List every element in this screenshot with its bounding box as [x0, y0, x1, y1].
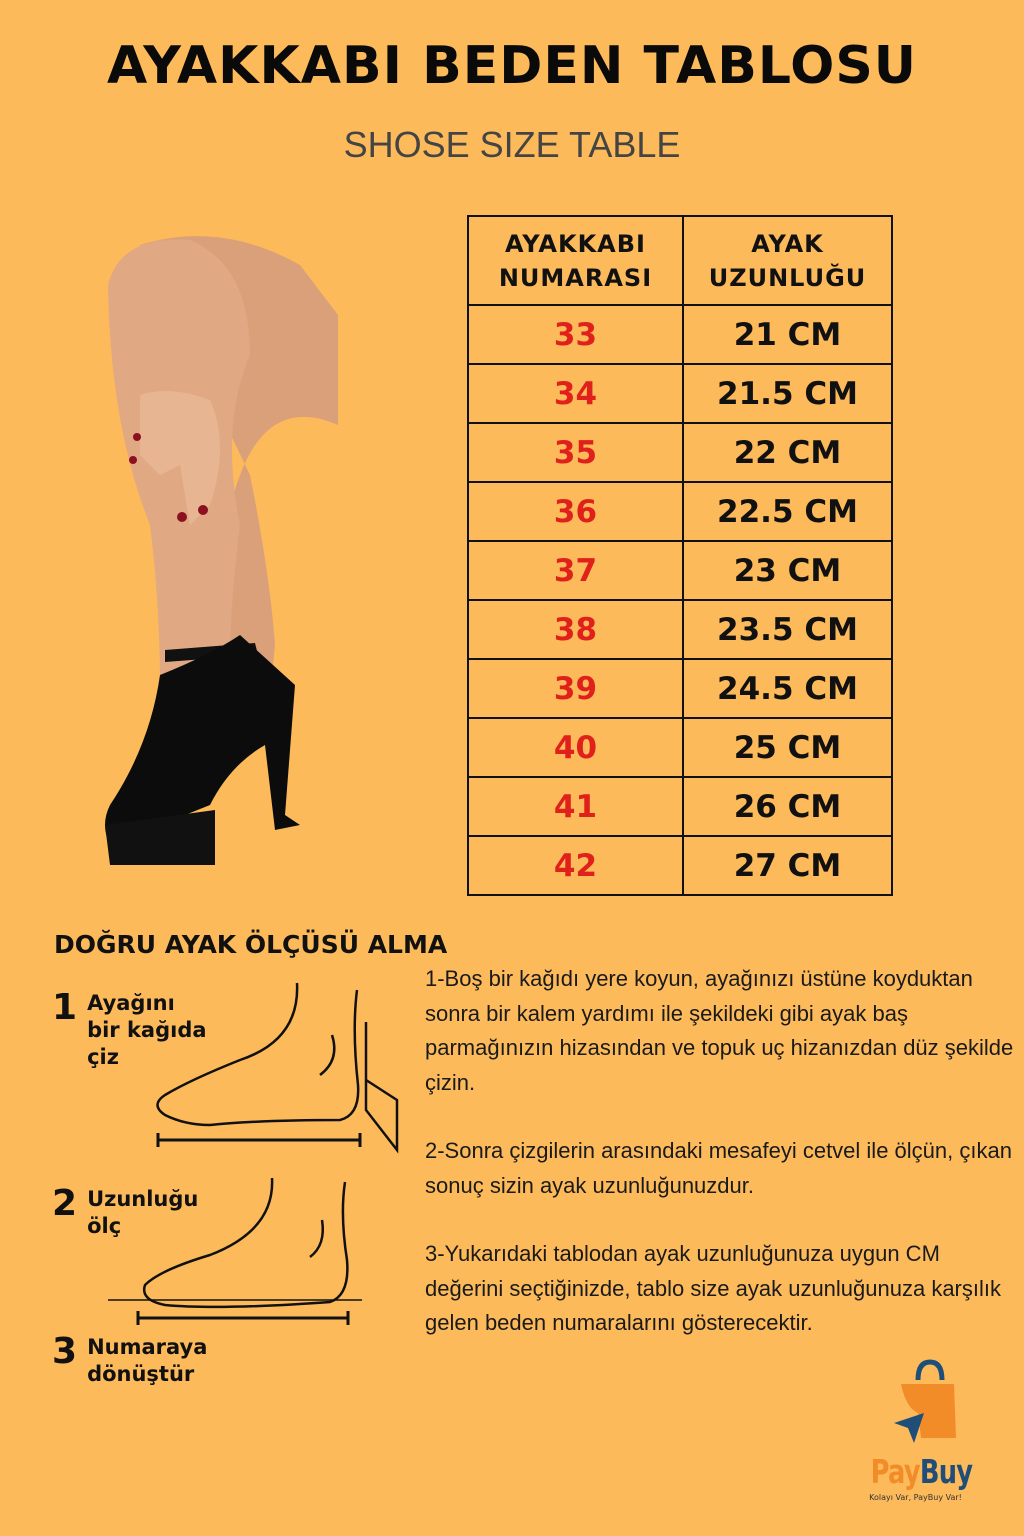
- shoe-size: 37: [467, 540, 684, 601]
- step-1: 1 Ayağını bir kağıda çiz: [52, 990, 207, 1071]
- table-row: 34 21.5 CM: [467, 363, 893, 424]
- logo-tagline: Kolayı Var, PayBuy Var!: [869, 1493, 962, 1502]
- table-row: 42 27 CM: [467, 835, 893, 896]
- table-row: 33 21 CM: [467, 304, 893, 365]
- step-text: Uzunluğu ölç: [87, 1187, 199, 1238]
- logo-buy: Buy: [919, 1452, 973, 1491]
- foot-length: 23.5 CM: [682, 599, 893, 660]
- table-row: 37 23 CM: [467, 540, 893, 601]
- table-row: 39 24.5 CM: [467, 658, 893, 719]
- shoe-size: 39: [467, 658, 684, 719]
- shoe-size: 33: [467, 304, 684, 365]
- instruction-3: 3-Yukarıdaki tablodan ayak uzunluğunuza …: [425, 1241, 1001, 1335]
- shoe-size: 38: [467, 599, 684, 660]
- instructions: 1-Boş bir kağıdı yere koyun, ayağınızı ü…: [425, 962, 1015, 1375]
- foot-length: 24.5 CM: [682, 658, 893, 719]
- foot-length: 25 CM: [682, 717, 893, 778]
- table-row: 38 23.5 CM: [467, 599, 893, 660]
- header-shoe-size: AYAKKABI NUMARASI: [467, 215, 684, 306]
- leg-shoe-image: [105, 236, 338, 865]
- logo-pay: Pay: [870, 1452, 921, 1491]
- table-row: 41 26 CM: [467, 776, 893, 837]
- foot-length: 22 CM: [682, 422, 893, 483]
- page-subtitle: SHOSE SIZE TABLE: [343, 124, 681, 165]
- shoe-size: 34: [467, 363, 684, 424]
- shoe-size: 36: [467, 481, 684, 542]
- shopping-bag-icon: [893, 1359, 956, 1443]
- page-title: AYAKKABI BEDEN TABLOSU: [106, 36, 918, 96]
- foot-length: 21 CM: [682, 304, 893, 365]
- table-row: 35 22 CM: [467, 422, 893, 483]
- foot-length: 27 CM: [682, 835, 893, 896]
- header-foot-length: AYAK UZUNLUĞU: [682, 215, 893, 306]
- shoe-size: 42: [467, 835, 684, 896]
- shoe-size: 41: [467, 776, 684, 837]
- instruction-2: 2-Sonra çizgilerin arasındaki mesafeyi c…: [425, 1138, 1012, 1198]
- foot-length: 22.5 CM: [682, 481, 893, 542]
- foot-length: 21.5 CM: [682, 363, 893, 424]
- guide-heading: DOĞRU AYAK ÖLÇÜSÜ ALMA: [54, 930, 448, 959]
- step-2: 2 Uzunluğu ölç: [52, 1186, 198, 1240]
- step-text: Ayağını bir kağıda çiz: [87, 991, 207, 1069]
- shoe-size: 40: [467, 717, 684, 778]
- step-text: Numaraya dönüştür: [87, 1335, 208, 1386]
- shoe-size: 35: [467, 422, 684, 483]
- step-number: 1: [52, 987, 78, 1028]
- table-row: 36 22.5 CM: [467, 481, 893, 542]
- step-number: 2: [52, 1183, 78, 1224]
- foot-diagram: [108, 982, 399, 1325]
- step-number: 3: [52, 1331, 78, 1372]
- table-row: 40 25 CM: [467, 717, 893, 778]
- size-table: AYAKKABI NUMARASI AYAK UZUNLUĞU 33 21 CM 3…: [467, 215, 893, 896]
- logo-brand: PayBuy: [870, 1452, 973, 1491]
- foot-length: 23 CM: [682, 540, 893, 601]
- foot-length: 26 CM: [682, 776, 893, 837]
- paybuy-logo: PayBuy Kolayı Var, PayBuy Var!: [858, 1358, 973, 1502]
- step-3: 3 Numaraya dönüştür: [52, 1334, 207, 1388]
- instruction-1: 1-Boş bir kağıdı yere koyun, ayağınızı ü…: [425, 966, 1014, 1095]
